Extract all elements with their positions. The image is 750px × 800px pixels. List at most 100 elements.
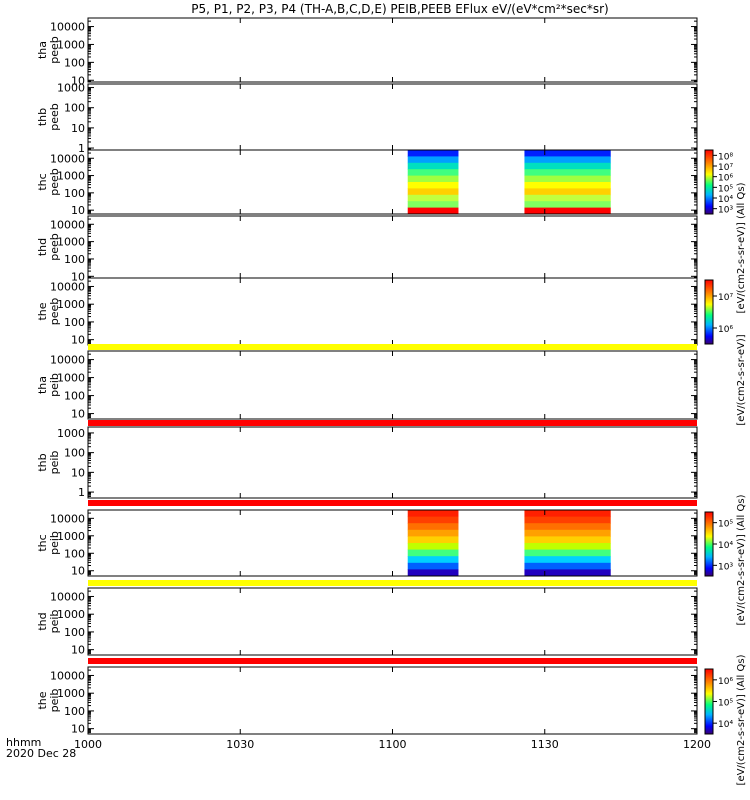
spectrogram-band <box>524 562 611 570</box>
spectrogram-band <box>407 188 459 196</box>
spectrogram-band <box>524 516 611 524</box>
panel-label-product: peeb <box>48 298 61 326</box>
spectrogram-band <box>407 207 459 215</box>
plot-title: P5, P1, P2, P3, P4 (TH-A,B,C,D,E) PEIB,P… <box>191 2 608 16</box>
y-tick-label: 10000 <box>50 669 85 682</box>
panel-label-product: peeb <box>48 233 61 261</box>
colorbar-gradient <box>704 511 714 577</box>
panel-label-probe: thd <box>36 612 49 630</box>
spectrogram-band <box>524 536 611 544</box>
y-tick-label: 1000 <box>57 608 85 621</box>
colorbar-tick-label: 10³ <box>718 562 733 572</box>
spectrogram-block <box>407 150 459 215</box>
y-tick-label: 1 <box>78 486 85 499</box>
y-tick-label: 100 <box>64 390 85 403</box>
spectrogram-band <box>524 194 611 202</box>
panel-frame <box>87 277 698 346</box>
spectrogram-band <box>524 162 611 170</box>
y-tick-label: 100 <box>64 705 85 718</box>
y-tick-label: 10000 <box>50 218 85 231</box>
spectrogram-band <box>407 523 459 531</box>
y-tick-label: 10 <box>71 466 85 479</box>
spectrogram-band <box>407 201 459 209</box>
colorbar-tick-label: 10³ <box>718 206 733 216</box>
colorbar-gradient <box>704 149 714 215</box>
panel-label-probe: the <box>36 302 49 320</box>
spectrogram-block <box>407 510 459 577</box>
colorbar-label-mid: [eV/(cm2-s-sr-eV)] <box>736 334 747 425</box>
y-tick-label: 1000 <box>57 298 85 311</box>
colorbar-label-lower: [eV/(cm2-s-sr-eV)] (All Qs) <box>736 494 747 625</box>
y-tick-label: 100 <box>64 547 85 560</box>
y-tick-label: 10000 <box>50 512 85 525</box>
y-tick-label: 10 <box>71 408 85 421</box>
spectrogram-band <box>407 175 459 183</box>
panel-label-product: peeb <box>48 168 61 196</box>
spectrogram-block <box>524 150 611 215</box>
spectrogram-band <box>407 162 459 170</box>
panel-frame <box>87 666 698 735</box>
y-tick-label: 10000 <box>50 152 85 165</box>
y-tick-label: 10 <box>71 270 85 283</box>
spectrogram-band <box>524 182 611 189</box>
spectrogram-band <box>407 549 459 557</box>
x-tick-label: 1000 <box>74 738 102 751</box>
y-tick-label: 100 <box>64 626 85 639</box>
y-tick-label: 10000 <box>50 21 85 34</box>
y-tick-label: 100 <box>64 253 85 266</box>
colorbar-tick-label: 10⁶ <box>718 677 733 687</box>
x-tick-label: 1100 <box>379 738 407 751</box>
y-tick-label: 1000 <box>57 38 85 51</box>
spectrogram-band <box>524 543 611 551</box>
y-tick-label: 10 <box>71 74 85 87</box>
spectrogram-band <box>407 182 459 189</box>
colorbar-tick-label: 10⁵ <box>718 699 733 709</box>
yellow-status-bar <box>88 344 697 350</box>
panel-label-probe: thb <box>36 108 49 126</box>
panel-frame <box>87 587 698 656</box>
colorbar-tick-label: 10⁸ <box>718 152 733 162</box>
y-tick-label: 10000 <box>50 354 85 367</box>
spectrogram-band <box>407 156 459 164</box>
spectrogram-block <box>524 510 611 577</box>
spectrogram-band <box>524 569 611 577</box>
y-tick-label: 10000 <box>50 280 85 293</box>
panel-frame <box>87 426 698 499</box>
colorbar-tick-label: 10⁴ <box>718 720 733 730</box>
panel-thb-peeb: 1 10 100 1000 thb peeb <box>36 82 698 155</box>
spectrogram-band <box>524 207 611 215</box>
panel-label-probe: thc <box>36 173 49 190</box>
x-tick-label: 1200 <box>683 738 711 751</box>
panel-frame <box>87 83 698 151</box>
colorbars-group: 10³10⁴10⁵10⁶10⁷10⁸10⁶10⁷10³10⁴10⁵10⁴10⁵1… <box>704 149 733 735</box>
y-tick-label: 100 <box>64 56 85 69</box>
colorbar-tick-label: 10⁷ <box>718 293 733 303</box>
y-tick-label: 1000 <box>57 82 85 95</box>
colorbar-label-bottom: [eV/(cm2-s-sr-eV)] (All Qs) <box>736 654 747 785</box>
x-axis-label-hhmm: hhmm <box>6 736 41 749</box>
y-tick-label: 1000 <box>57 687 85 700</box>
panel-label-product: peeb <box>48 36 61 64</box>
spectrogram-band <box>407 516 459 524</box>
spectrogram-band <box>524 523 611 531</box>
spectrogram-band <box>524 175 611 183</box>
spectrogram-band <box>524 510 611 518</box>
y-tick-label: 1000 <box>57 236 85 249</box>
spectrogram-band <box>524 169 611 177</box>
spectrogram-band <box>524 156 611 164</box>
panel-label-product: peeb <box>48 103 61 131</box>
panel-label-product: peib <box>48 451 61 475</box>
y-tick-label: 1000 <box>57 427 85 440</box>
red-status-bar <box>88 658 697 664</box>
spectrogram-band <box>524 549 611 557</box>
spectrogram-band <box>407 569 459 577</box>
panel-label-product: peib <box>48 689 61 713</box>
spectrogram-band <box>524 150 611 157</box>
